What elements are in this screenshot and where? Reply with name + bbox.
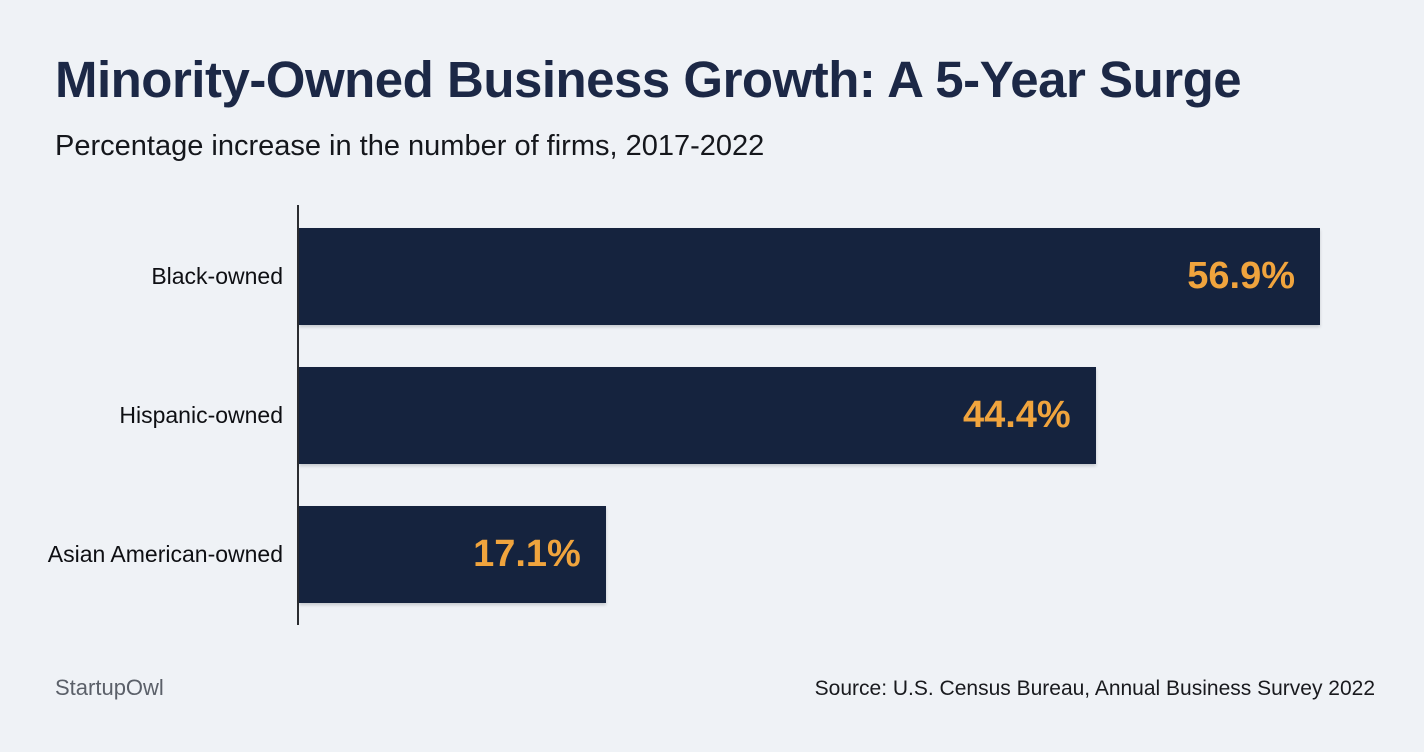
brand-label: StartupOwl <box>55 675 164 700</box>
plot-area: 56.9% 44.4% 17.1% <box>297 205 1320 625</box>
bar-asian-american-owned: 17.1% <box>299 506 606 603</box>
chart-title: Minority-Owned Business Growth: A 5-Year… <box>55 51 1242 108</box>
source-attribution: Source: U.S. Census Bureau, Annual Busin… <box>814 677 1375 700</box>
bar-value-label-black-owned: 56.9% <box>1187 255 1295 297</box>
category-label-hispanic-owned: Hispanic-owned <box>119 402 283 428</box>
bar-row: 56.9% <box>299 228 1320 325</box>
category-axis-labels: Black-owned Hispanic-owned Asian America… <box>0 205 283 603</box>
bar-black-owned: 56.9% <box>299 228 1320 325</box>
bar-value-label-hispanic-owned: 44.4% <box>962 394 1071 436</box>
category-label-black-owned: Black-owned <box>151 263 283 289</box>
chart-subtitle: Percentage increase in the number of fir… <box>55 130 765 162</box>
bar-hispanic-owned: 44.4% <box>299 367 1096 464</box>
bar-row: 44.4% <box>299 367 1320 464</box>
bar-row: 17.1% <box>299 506 1320 603</box>
bar-value-label-asian-american-owned: 17.1% <box>473 533 581 575</box>
category-label-asian-american-owned: Asian American-owned <box>47 541 283 567</box>
